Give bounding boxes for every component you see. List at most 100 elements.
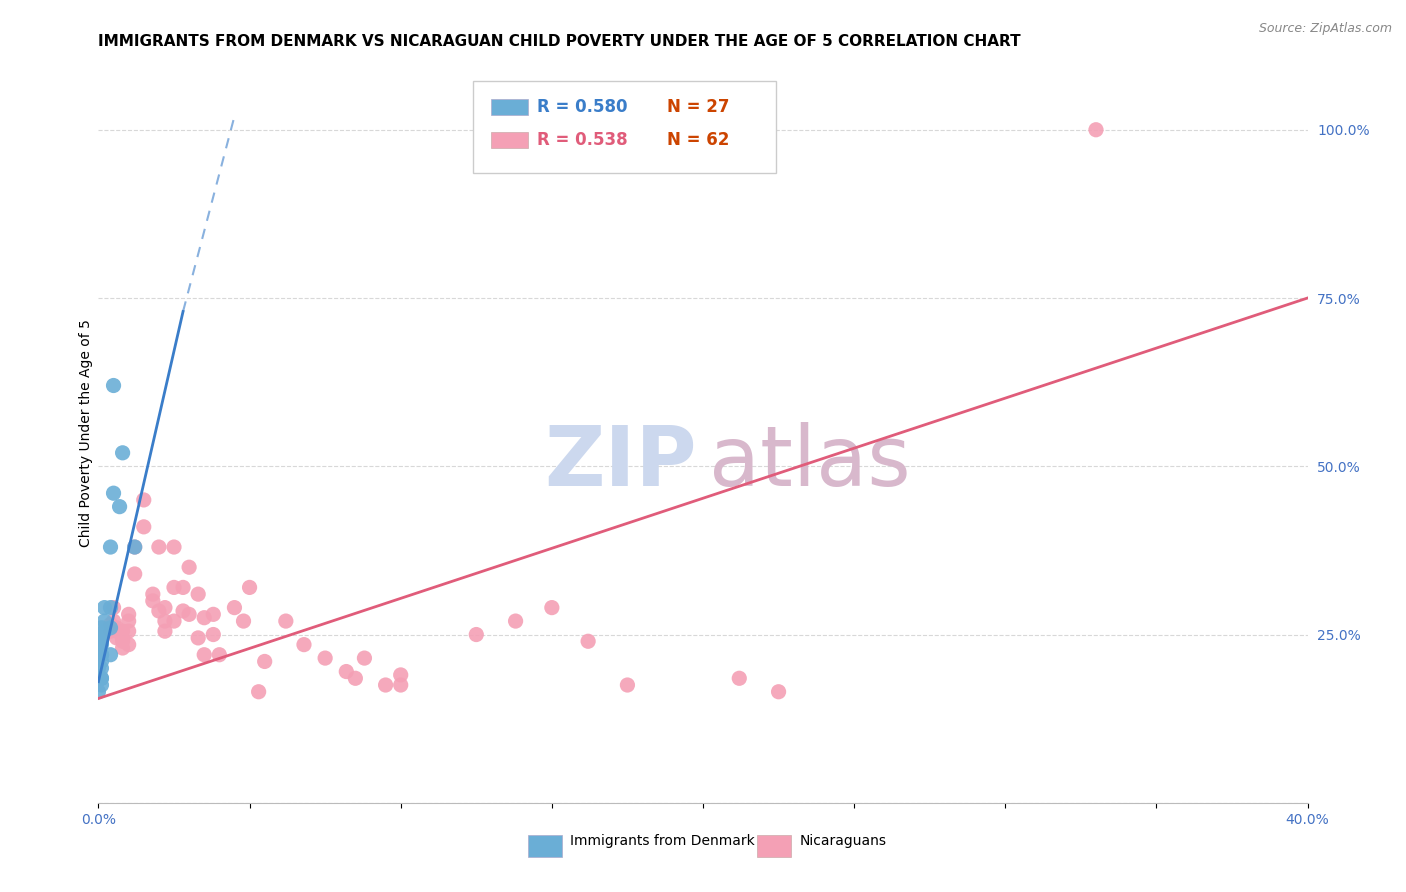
Point (314, 651, 336, 665)
Point (87, 685, 110, 699)
Point (153, 624, 176, 639)
FancyBboxPatch shape (758, 835, 792, 857)
Point (153, 614, 176, 628)
Point (90, 671, 112, 685)
Point (179, 607, 201, 622)
Point (103, 614, 125, 628)
Point (616, 678, 638, 692)
Text: Nicaraguans: Nicaraguans (800, 834, 887, 848)
Point (465, 627, 488, 641)
Point (768, 685, 790, 699)
Point (142, 594, 165, 608)
Text: atlas: atlas (709, 422, 911, 503)
Point (103, 600, 125, 615)
Point (253, 655, 276, 669)
Point (124, 540, 146, 554)
Y-axis label: Child Poverty Under the Age of 5: Child Poverty Under the Age of 5 (79, 318, 93, 547)
Point (232, 614, 254, 628)
Point (118, 624, 141, 639)
Point (111, 624, 134, 639)
Point (103, 486, 125, 500)
Point (202, 607, 225, 622)
Point (118, 607, 141, 622)
Point (374, 678, 396, 692)
Point (124, 540, 146, 554)
Point (111, 634, 134, 648)
Text: ZIP: ZIP (544, 422, 697, 503)
Point (163, 581, 186, 595)
Point (193, 648, 215, 662)
Point (90, 638, 112, 652)
Point (90, 661, 112, 675)
FancyBboxPatch shape (492, 99, 527, 115)
Point (389, 668, 412, 682)
Point (111, 631, 134, 645)
Point (100, 624, 122, 639)
Point (124, 566, 146, 581)
Point (335, 665, 357, 679)
Text: IMMIGRANTS FROM DENMARK VS NICARAGUAN CHILD POVERTY UNDER THE AGE OF 5 CORRELATI: IMMIGRANTS FROM DENMARK VS NICARAGUAN CH… (98, 34, 1021, 49)
Point (105, 624, 128, 639)
Text: N = 62: N = 62 (666, 131, 730, 149)
Point (90, 655, 112, 669)
Point (208, 648, 231, 662)
Point (90, 621, 112, 635)
Point (389, 678, 412, 692)
FancyBboxPatch shape (492, 132, 527, 148)
Point (108, 500, 131, 514)
Point (132, 492, 155, 507)
Point (172, 604, 194, 618)
Point (239, 581, 262, 595)
Text: Immigrants from Denmark: Immigrants from Denmark (569, 834, 755, 848)
Point (87, 634, 110, 648)
Text: N = 27: N = 27 (666, 98, 730, 116)
FancyBboxPatch shape (474, 81, 776, 173)
FancyBboxPatch shape (527, 835, 561, 857)
Point (292, 638, 315, 652)
Point (728, 671, 751, 685)
Point (100, 617, 122, 632)
Point (87, 661, 110, 675)
Point (193, 610, 215, 624)
Point (247, 685, 270, 699)
Point (353, 651, 375, 665)
Point (100, 621, 122, 635)
Text: Source: ZipAtlas.com: Source: ZipAtlas.com (1258, 22, 1392, 36)
Point (103, 378, 125, 392)
Point (187, 631, 209, 645)
Point (90, 678, 112, 692)
Point (90, 634, 112, 648)
Point (100, 540, 122, 554)
Text: R = 0.538: R = 0.538 (537, 131, 628, 149)
Point (163, 540, 186, 554)
Point (111, 640, 134, 655)
Point (118, 638, 141, 652)
Point (90, 648, 112, 662)
Point (148, 604, 170, 618)
Point (132, 520, 155, 534)
Point (111, 446, 134, 460)
Point (148, 540, 170, 554)
Point (142, 587, 165, 601)
Point (87, 640, 110, 655)
Point (172, 581, 194, 595)
Point (90, 648, 112, 662)
Point (105, 621, 128, 635)
Point (118, 614, 141, 628)
Point (90, 631, 112, 645)
Point (93, 624, 115, 639)
Point (93, 614, 115, 628)
Point (100, 600, 122, 615)
Point (105, 631, 128, 645)
Text: R = 0.580: R = 0.580 (537, 98, 628, 116)
Point (344, 671, 367, 685)
Point (179, 560, 201, 574)
Point (576, 634, 599, 648)
Point (505, 614, 527, 628)
Point (100, 648, 122, 662)
Point (187, 587, 209, 601)
Point (93, 600, 115, 615)
Point (202, 627, 225, 641)
Point (274, 614, 297, 628)
Point (163, 614, 186, 628)
